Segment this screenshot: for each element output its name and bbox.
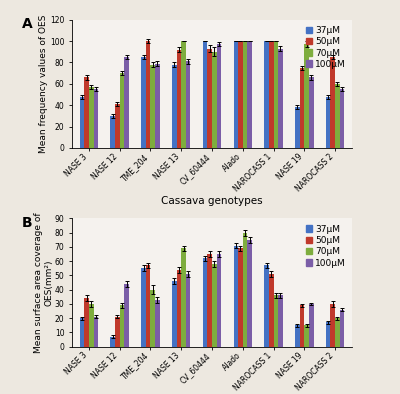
Bar (186, 61, 190, 148)
Bar (247, 240, 252, 347)
Bar (243, 233, 247, 347)
Text: A: A (22, 17, 32, 31)
Bar (94, 317, 98, 347)
Bar (80, 318, 84, 347)
Bar (274, 41, 278, 148)
Bar (274, 296, 278, 347)
Bar (217, 44, 221, 148)
Bar (330, 57, 335, 148)
Bar (115, 104, 120, 148)
Bar (84, 298, 89, 347)
Bar (309, 304, 314, 347)
Legend: 37μM, 50μM, 70μM, 100μM: 37μM, 50μM, 70μM, 100μM (304, 223, 348, 269)
Bar (120, 73, 124, 148)
Bar (146, 41, 150, 148)
Bar (326, 323, 330, 347)
Bar (181, 41, 186, 148)
Y-axis label: Mean frequency values of OES: Mean frequency values of OES (40, 15, 48, 153)
Bar (300, 305, 304, 347)
Text: B: B (22, 216, 32, 230)
Bar (155, 63, 160, 148)
Bar (94, 89, 98, 148)
Bar (89, 87, 94, 148)
Bar (335, 84, 340, 148)
Bar (326, 97, 330, 148)
Bar (269, 41, 274, 148)
Bar (155, 300, 160, 347)
Bar (264, 266, 269, 347)
Bar (309, 77, 314, 148)
Bar (207, 254, 212, 347)
Bar (304, 325, 309, 347)
Bar (278, 296, 283, 347)
Bar (146, 266, 150, 347)
Legend: 37μM, 50μM, 70μM, 100μM: 37μM, 50μM, 70μM, 100μM (304, 24, 348, 71)
Bar (172, 281, 177, 347)
Bar (177, 270, 181, 347)
Bar (212, 52, 217, 148)
Bar (217, 254, 221, 347)
Bar (340, 310, 344, 347)
Bar (269, 274, 274, 347)
Bar (278, 48, 283, 148)
Bar (177, 50, 181, 148)
Y-axis label: Mean surface area coverage of
OES(mm²): Mean surface area coverage of OES(mm²) (34, 212, 53, 353)
Bar (141, 57, 146, 148)
Bar (110, 337, 115, 347)
Bar (124, 284, 129, 347)
Bar (234, 245, 238, 347)
Bar (120, 305, 124, 347)
Bar (340, 89, 344, 148)
Bar (124, 57, 129, 148)
Bar (295, 325, 300, 347)
Bar (295, 107, 300, 148)
Bar (181, 248, 186, 347)
Bar (207, 48, 212, 148)
Bar (110, 116, 115, 148)
Bar (247, 41, 252, 148)
Bar (304, 44, 309, 148)
Bar (186, 274, 190, 347)
X-axis label: Cassava genotypes: Cassava genotypes (161, 196, 263, 206)
Bar (84, 77, 89, 148)
Bar (300, 68, 304, 148)
Bar (172, 65, 177, 148)
Bar (80, 97, 84, 148)
Bar (115, 317, 120, 347)
Bar (150, 65, 155, 148)
Bar (89, 304, 94, 347)
Bar (234, 41, 238, 148)
Bar (238, 248, 243, 347)
Bar (243, 41, 247, 148)
Bar (335, 318, 340, 347)
Bar (212, 264, 217, 347)
Bar (203, 258, 207, 347)
Bar (330, 304, 335, 347)
Bar (264, 41, 269, 148)
Bar (150, 290, 155, 347)
Bar (141, 268, 146, 347)
Bar (238, 41, 243, 148)
Bar (203, 41, 207, 148)
